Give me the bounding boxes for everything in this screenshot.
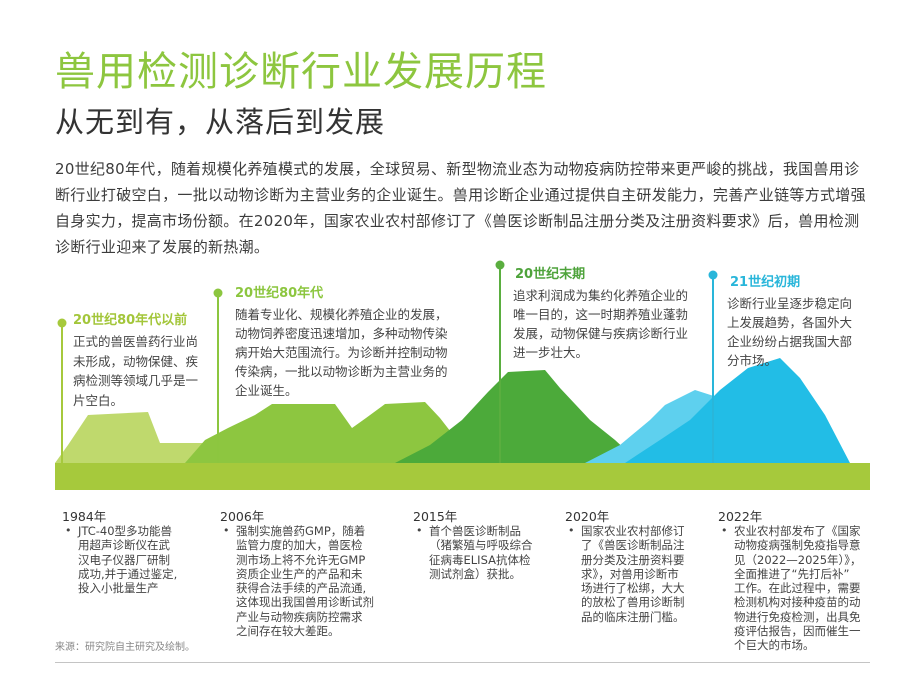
era-description: 诊断行业呈逐步稳定向 上发展趋势，各国外大 企业纷纷占据我国大部 分市场。 — [727, 294, 852, 370]
timeline-text-line: 测市场上将不允许无GMP — [236, 552, 366, 567]
timeline-text-line: （猪繁殖与呼吸综合 — [429, 538, 533, 553]
footer-divider — [55, 662, 870, 663]
timeline-bullet: 国家农业农村部修订 了《兽医诊断制品注 册分类及注册资料要 求》，对兽用诊断市 … — [565, 524, 685, 624]
hill-pre80s — [55, 412, 216, 463]
era-description: 随着专业化、规模化养殖企业的发展， 动物饲养密度迅速增加，多种动物传染 病开始大… — [235, 305, 448, 400]
timeline-year: 2006年 — [220, 509, 265, 524]
timeline-text-line: 求》，对兽用诊断市 — [581, 566, 679, 581]
timeline-text-line: 这体现出我国兽用诊断试剂 — [236, 595, 374, 610]
hill-80s — [185, 402, 475, 463]
era-marker-dot — [495, 260, 505, 270]
timeline-text-line: 动物疫病强制免疫指导意 — [734, 538, 861, 553]
timeline-text-line: 资质企业生产的产品和未 — [236, 566, 363, 581]
timeline-item-2006: 2006年 强制实施兽药GMP，随着 监管力度的加大，兽医检 测市场上将不允许无… — [220, 509, 374, 639]
era-text-line: 随着专业化、规模化养殖企业的发展， — [235, 307, 448, 322]
page-subtitle: 从无到有，从落后到发展 — [55, 105, 386, 139]
timeline-text-line: 检测机构对接种疫苗的动 — [734, 595, 861, 610]
timeline-text-line: 疫评估报告，因而催生一 — [734, 624, 861, 639]
timeline-year: 1984年 — [62, 509, 107, 524]
intro-line: 20世纪80年代，随着规模化养殖模式的发展，全球贸易、新型物流业态为动物疫病防控… — [55, 160, 860, 178]
timeline-text-line: 监管力度的加大，兽医检 — [236, 538, 363, 553]
timeline-text-line: 了《兽医诊断制品注 — [581, 538, 685, 553]
timeline-bullet: 农业农村部发布了《国家 动物疫病强制免疫指导意 见（2022—2025年）》， … — [718, 524, 862, 653]
era-1980s: 20世纪80年代 随着专业化、规模化养殖企业的发展， 动物饲养密度迅速增加，多种… — [235, 285, 448, 400]
timeline-text-line: 见（2022—2025年）》， — [734, 552, 862, 567]
era-marker-dot — [213, 288, 223, 298]
timeline-item-2020: 2020年 国家农业农村部修订 了《兽医诊断制品注 册分类及注册资料要 求》，对… — [565, 510, 685, 624]
intro-paragraph: 20世纪80年代，随着规模化养殖模式的发展，全球贸易、新型物流业态为动物疫病防控… — [55, 156, 866, 260]
timeline-text-line: 国家农业农村部修订 — [581, 524, 685, 538]
timeline-year: 2022年 — [718, 509, 763, 524]
era-text-line: 病检测等领域几乎是一 — [73, 373, 199, 388]
era-marker-dot — [57, 318, 67, 328]
era-text-line: 诊断行业呈逐步稳定向 — [727, 296, 853, 311]
timeline-text-line: 之间存在较大差距。 — [236, 624, 340, 639]
timeline-item-2015: 2015年 首个兽医诊断制品 （猪繁殖与呼吸综合 征病毒ELISA抗体检 测试剂… — [413, 510, 533, 581]
era-label: 20世纪80年代以前 — [73, 313, 188, 328]
era-marker-dot — [708, 270, 718, 280]
era-label: 20世纪80年代 — [235, 286, 324, 301]
timeline-text-line: 品的临床注册门槛。 — [581, 609, 685, 624]
era-text-line: 企业纷纷占据我国大部 — [727, 334, 853, 349]
intro-line: 自身实力，提高市场份额。在2020年，国家农业农村部修订了《兽医诊断制品注册分类… — [55, 212, 860, 230]
timeline-text-line: 的放松了兽用诊断制 — [581, 595, 685, 610]
timeline-text-line: 用超声诊断仪在武 — [78, 538, 170, 553]
timeline-bullet: 强制实施兽药GMP，随着 监管力度的加大，兽医检 测市场上将不允许无GMP 资质… — [220, 524, 374, 638]
intro-line: 诊断行业迎来了发展的新热潮。 — [55, 238, 270, 256]
era-text-line: 片空白。 — [73, 392, 124, 408]
era-text-line: 上发展趋势，各国外大 — [727, 315, 853, 330]
timeline-text-line: 个巨大的市场。 — [734, 638, 815, 653]
timeline-text-line: 产业与动物疾病防控需求 — [236, 609, 363, 624]
timeline-text-line: JTC-40型多功能兽 — [78, 524, 173, 538]
era-label: 20世纪末期 — [515, 267, 586, 282]
timeline-text-line: 获得合法手续的产品流通, — [236, 581, 367, 596]
timeline-text-line: 工作。在此过程中，需要 — [734, 581, 861, 596]
timeline-text-line: 强制实施兽药GMP，随着 — [236, 524, 366, 538]
timeline-text-line: 册分类及注册资料要 — [581, 552, 685, 567]
timeline-item-2022: 2022年 农业农村部发布了《国家 动物疫病强制免疫指导意 见（2022—202… — [718, 510, 862, 653]
timeline-text-line: 汉电子仪器厂研制 — [78, 552, 170, 567]
timeline-text-line: 场进行了松绑，大大 — [581, 581, 685, 596]
era-early-21st-century: 21世纪初期 诊断行业呈逐步稳定向 上发展趋势，各国外大 企业纷纷占据我国大部 … — [727, 274, 852, 370]
timeline-text-line: 首个兽医诊断制品 — [429, 524, 521, 538]
hill-early-21st — [625, 358, 850, 463]
hill-late-20th — [395, 370, 640, 463]
timeline-text-line: 农业农村部发布了《国家 — [734, 524, 861, 538]
page-title: 兽用检测诊断行业发展历程 — [55, 49, 547, 95]
era-text-line: 传染病，一批以动物诊断为主营业务的 — [235, 364, 448, 379]
timeline-text-line: 成功,并于通过鉴定, — [78, 566, 178, 581]
era-text-line: 发展，动物保健与疾病诊断行业 — [513, 326, 689, 341]
era-text-line: 唯一目的，这一时期养殖业蓬勃 — [513, 307, 689, 322]
era-text-line: 进一步壮大。 — [513, 345, 589, 360]
timeline-year: 2020年 — [565, 509, 610, 524]
era-text-line: 未形成，动物保健、疾 — [73, 353, 199, 369]
timeline-bullet: 首个兽医诊断制品 （猪繁殖与呼吸综合 征病毒ELISA抗体检 测试剂盒）获批。 — [413, 524, 533, 581]
timeline-text-line: 物进行免疫检测，出具免 — [734, 609, 861, 624]
timeline-item-1984: 1984年 JTC-40型多功能兽 用超声诊断仪在武 汉电子仪器厂研制 成功,并… — [62, 509, 177, 596]
era-label: 21世纪初期 — [730, 275, 801, 290]
timeline-text-line: 测试剂盒）获批。 — [429, 566, 521, 581]
timeline-text-line: 征病毒ELISA抗体检 — [429, 552, 531, 567]
era-late-20th-century: 20世纪末期 追求利润成为集约化养殖企业的 唯一目的，这一时期养殖业蓬勃 发展，… — [513, 266, 688, 362]
source-note: 来源：研究院自主研究及绘制。 — [55, 642, 195, 653]
era-text-line: 分市场。 — [727, 353, 778, 368]
baseline-band — [55, 463, 870, 490]
intro-line: 断行业打破空白，一批以动物诊断为主营业务的企业诞生。兽用诊断企业通过提供自主研发… — [55, 186, 866, 204]
era-pre-1980s: 20世纪80年代以前 正式的兽医兽药行业尚 未形成，动物保健、疾 病检测等领域几… — [73, 312, 198, 410]
timeline-text-line: 投入小批量生产 — [78, 581, 159, 596]
era-text-line: 病开始大范围流行。为诊断并控制动物 — [235, 345, 448, 360]
era-text-line: 正式的兽医兽药行业尚 — [73, 334, 199, 349]
era-text-line: 动物饲养密度迅速增加，多种动物传染 — [235, 326, 448, 341]
timeline-year: 2015年 — [413, 509, 458, 524]
era-description: 追求利润成为集约化养殖企业的 唯一目的，这一时期养殖业蓬勃 发展，动物保健与疾病… — [513, 286, 688, 362]
era-description: 正式的兽医兽药行业尚 未形成，动物保健、疾 病检测等领域几乎是一 片空白。 — [73, 332, 198, 410]
timeline-bullet: JTC-40型多功能兽 用超声诊断仪在武 汉电子仪器厂研制 成功,并于通过鉴定,… — [62, 524, 177, 595]
timeline-text-line: 全面推进了“先打后补” — [734, 566, 850, 581]
era-text-line: 企业诞生。 — [235, 383, 298, 398]
era-text-line: 追求利润成为集约化养殖企业的 — [513, 288, 689, 303]
